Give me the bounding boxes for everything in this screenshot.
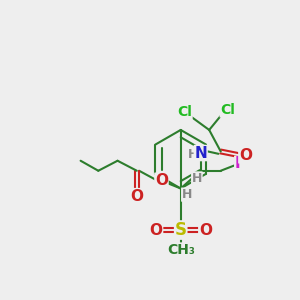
Text: S: S [175,221,187,239]
Text: O: O [130,189,143,204]
Text: H: H [188,148,198,161]
Text: Cl: Cl [220,103,235,117]
Text: O: O [199,223,212,238]
Text: CH₃: CH₃ [167,243,195,257]
Text: H: H [182,188,192,201]
Text: O: O [155,173,168,188]
Text: H: H [192,172,202,185]
Text: F: F [235,156,245,171]
Text: N: N [194,146,207,160]
Text: Cl: Cl [177,105,192,119]
Text: O: O [239,148,252,163]
Text: O: O [150,223,163,238]
